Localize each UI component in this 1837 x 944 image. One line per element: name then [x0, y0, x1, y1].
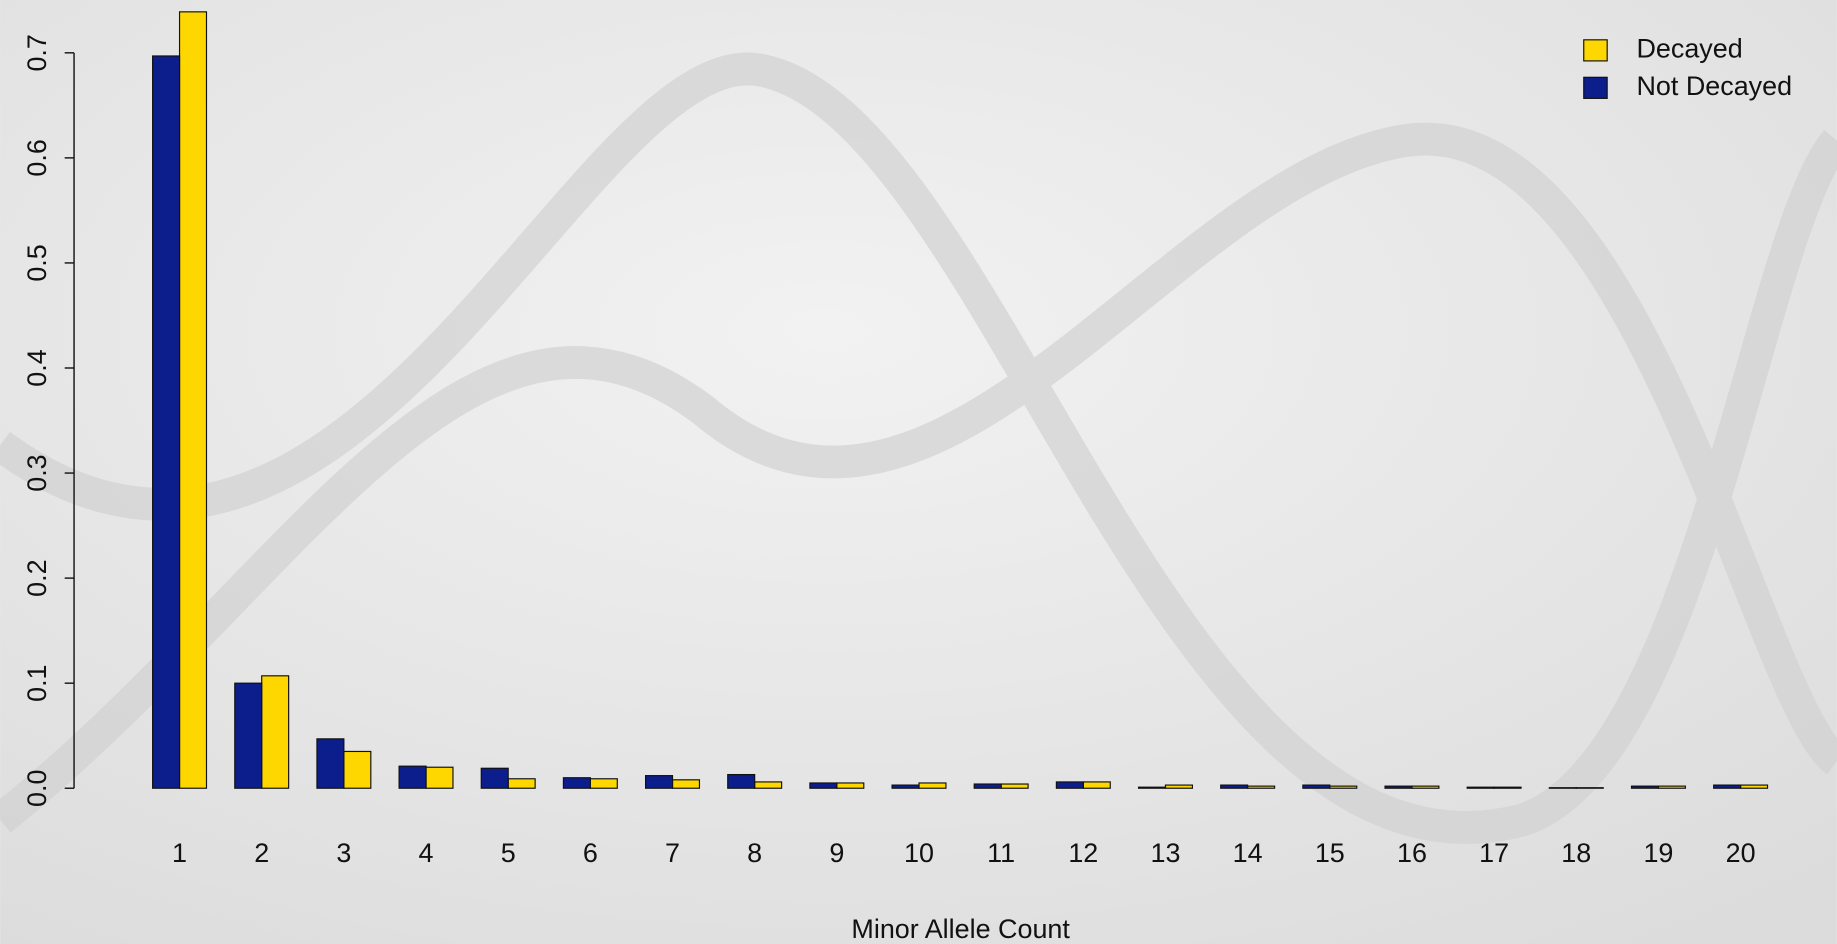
bar: [1001, 784, 1028, 788]
x-tick-label: 7: [665, 838, 680, 868]
x-tick-label: 8: [747, 838, 762, 868]
bar: [974, 784, 1001, 788]
x-tick-label: 4: [419, 838, 434, 868]
bar: [1303, 785, 1330, 788]
x-tick-label: 10: [904, 838, 934, 868]
bar: [262, 676, 289, 788]
x-tick-label: 20: [1726, 838, 1756, 868]
x-tick-label: 15: [1315, 838, 1345, 868]
bar: [1165, 785, 1192, 788]
bar: [1385, 786, 1412, 788]
y-tick-label: 0.3: [22, 454, 52, 491]
bar: [1412, 786, 1439, 788]
bar: [235, 683, 262, 788]
bar: [646, 776, 673, 789]
bar: [153, 56, 180, 788]
x-tick-label: 5: [501, 838, 516, 868]
y-tick-label: 0.1: [22, 664, 52, 701]
x-tick-label: 13: [1151, 838, 1181, 868]
legend-label: Decayed: [1636, 33, 1742, 63]
bar: [1083, 782, 1110, 788]
y-tick-label: 0.7: [22, 34, 52, 71]
bar: [1741, 785, 1768, 788]
bar: [1248, 786, 1275, 788]
x-tick-label: 16: [1397, 838, 1427, 868]
bar: [1632, 786, 1659, 788]
y-tick-label: 0.4: [22, 349, 52, 386]
legend-label: Not Decayed: [1636, 71, 1792, 101]
bar: [1714, 785, 1741, 788]
bar: [399, 766, 426, 788]
x-tick-label: 12: [1068, 838, 1098, 868]
x-tick-label: 9: [829, 838, 844, 868]
bar: [1576, 788, 1603, 789]
bar: [892, 785, 919, 788]
x-tick-label: 11: [987, 838, 1015, 868]
x-tick-label: 17: [1479, 838, 1509, 868]
y-tick-label: 0.0: [22, 770, 52, 807]
bar: [590, 779, 617, 788]
bar: [1494, 787, 1521, 788]
x-tick-label: 1: [172, 838, 187, 868]
y-tick-label: 0.6: [22, 139, 52, 176]
bar: [426, 767, 453, 788]
bar: [810, 783, 837, 788]
bar: [1467, 787, 1494, 788]
bar: [673, 780, 700, 788]
bar: [837, 783, 864, 788]
chart: Minor Allele Count 0.0 0.1 0.2 0.3 0.4 0.5 0.6…: [0, 0, 1837, 944]
x-tick-label: 14: [1233, 838, 1263, 868]
bar: [508, 779, 535, 788]
bar: [755, 782, 782, 788]
x-tick-label: 18: [1561, 838, 1591, 868]
bar: [1056, 782, 1083, 788]
legend-swatch: [1584, 77, 1607, 98]
bar: [563, 778, 590, 789]
bar: [317, 739, 344, 788]
x-axis-title: Minor Allele Count: [851, 914, 1070, 944]
bar: [180, 12, 207, 788]
legend-swatch: [1584, 40, 1607, 61]
x-tick-label: 3: [336, 838, 351, 868]
bar: [728, 775, 755, 789]
bar: [1549, 788, 1576, 789]
x-tick-label: 19: [1643, 838, 1673, 868]
bar: [1658, 786, 1685, 788]
bar: [919, 783, 946, 788]
x-tick-label: 6: [583, 838, 598, 868]
y-tick-label: 0.5: [22, 244, 52, 281]
x-tick-label: 2: [254, 838, 269, 868]
bar: [344, 751, 371, 788]
bar: [481, 768, 508, 788]
bar: [1139, 787, 1166, 788]
y-tick-label: 0.2: [22, 559, 52, 596]
bar: [1221, 785, 1248, 788]
bar: [1330, 786, 1357, 788]
